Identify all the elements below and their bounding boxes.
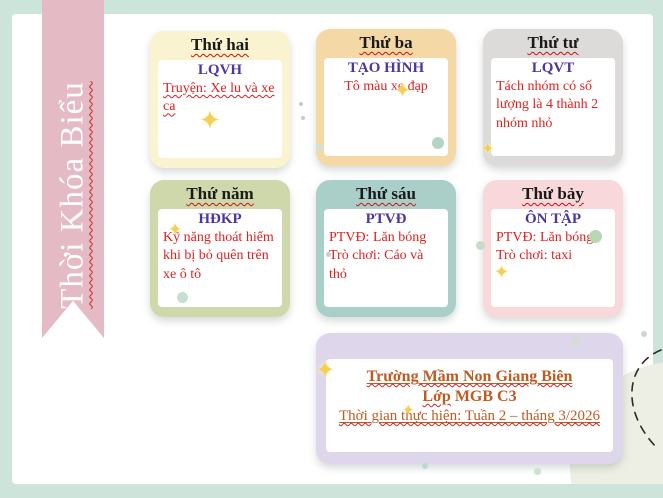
page-title: Thời Khóa Biểu <box>54 81 91 309</box>
activity-text: Trò chơi: Cáo và thỏ <box>329 248 424 282</box>
activity-text: PTVĐ: Lăn bóng <box>496 230 594 245</box>
decorative-dot <box>299 102 303 106</box>
card-content: LQVH Truyện: Xe lu và xe ca <box>158 60 282 158</box>
title-ribbon: Thời Khóa Biểu <box>42 0 104 338</box>
activity-text: Tô màu xe đạp <box>344 79 428 94</box>
subject-label: TẠO HÌNH <box>347 60 425 76</box>
sparkle-icon: ✦ <box>199 106 221 136</box>
decorative-dot <box>432 137 444 149</box>
sparkle-icon: ✦ <box>394 78 411 102</box>
day-card-tuesday: Thứ ba TẠO HÌNH Tô màu xe đạp <box>316 29 456 166</box>
day-card-thursday: Thứ năm HĐKP Kỹ năng thoát hiểm khi bị b… <box>150 180 290 317</box>
decorative-dot <box>589 230 602 243</box>
decorative-dot <box>641 331 647 337</box>
day-header: Thứ ba <box>359 33 413 52</box>
day-header: Thứ hai <box>191 35 249 54</box>
activity-text: Trò chơi: taxi <box>496 248 573 264</box>
subject-label: HĐKP <box>198 211 242 227</box>
card-content: ÔN TẬP PTVĐ: Lăn bóng Trò chơi: taxi <box>491 209 615 307</box>
subject-label: LQVT <box>531 60 575 76</box>
decorative-dot <box>534 468 541 475</box>
decorative-dot <box>316 144 323 151</box>
school-name: Trường Mầm Non Giang Biên <box>366 368 573 385</box>
decorative-dot <box>326 252 331 257</box>
day-card-monday: Thứ hai LQVH Truyện: Xe lu và xe ca <box>150 31 290 168</box>
card-content: HĐKP Kỹ năng thoát hiểm khi bị bỏ quên t… <box>158 209 282 307</box>
sparkle-icon: ✦ <box>494 262 510 283</box>
sparkle-icon: ✦ <box>315 356 336 384</box>
day-card-wednesday: Thứ tư LQVT Tách nhóm có số lượng là 4 t… <box>483 29 623 166</box>
decorative-dot <box>177 292 188 303</box>
class-name: Lớp MGB C3 <box>422 388 517 405</box>
sparkle-icon: ✦ <box>168 220 183 240</box>
subject-label: PTVĐ <box>365 211 407 227</box>
subject-label: ÔN TẬP <box>525 211 581 227</box>
activity-text: PTVĐ: Lăn bóng <box>329 230 427 245</box>
activity-text: Kỹ năng thoát hiểm khi bị bỏ quên trên x… <box>163 230 274 282</box>
card-content: Trường Mầm Non Giang Biên Lớp MGB C3 Thờ… <box>326 359 613 452</box>
day-header: Thứ bảy <box>522 184 584 203</box>
decorative-dot <box>422 463 428 469</box>
decorative-dot <box>572 338 579 345</box>
day-header: Thứ tư <box>527 33 579 52</box>
day-header: Thứ sáu <box>356 184 416 203</box>
day-header: Thứ năm <box>186 184 254 203</box>
decorative-dot <box>476 241 485 250</box>
bottom-border-band <box>0 484 663 498</box>
day-card-friday: Thứ sáu PTVĐ PTVĐ: Lăn bóng Trò chơi: Cá… <box>316 180 456 317</box>
school-info-card: Trường Mầm Non Giang Biên Lớp MGB C3 Thờ… <box>316 333 623 464</box>
subject-label: LQVH <box>197 62 243 78</box>
sparkle-icon: ✦ <box>481 139 495 158</box>
card-content: PTVĐ PTVĐ: Lăn bóng Trò chơi: Cáo và thỏ <box>324 209 448 307</box>
decorative-dot <box>301 116 305 120</box>
card-content: LQVT Tách nhóm có số lượng là 4 thành 2 … <box>491 58 615 156</box>
day-card-saturday: Thứ bảy ÔN TẬP PTVĐ: Lăn bóng Trò chơi: … <box>483 180 623 317</box>
sparkle-icon: ✦ <box>402 401 415 419</box>
time-period: Thời gian thực hiện: Tuần 2 – tháng 3/20… <box>338 408 601 424</box>
activity-text: Tách nhóm có số lượng là 4 thành 2 nhóm … <box>496 79 599 131</box>
activity-text: Truyện: Xe lu và xe ca <box>163 81 275 115</box>
card-content: TẠO HÌNH Tô màu xe đạp <box>324 58 448 156</box>
